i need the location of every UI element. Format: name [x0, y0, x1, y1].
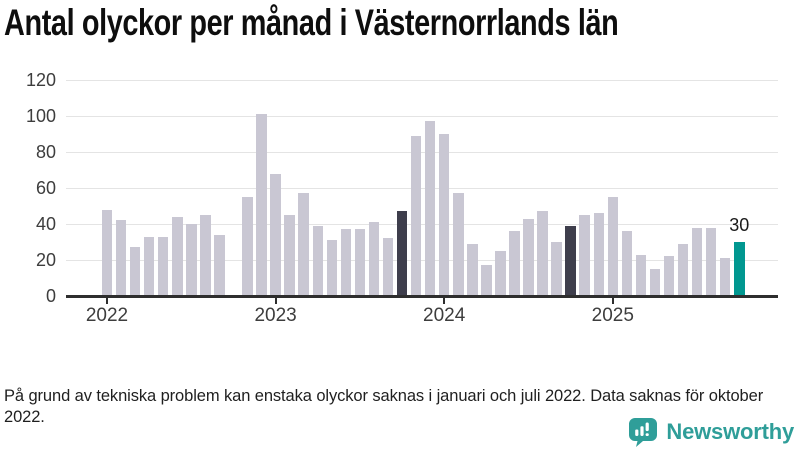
- bar: [270, 173, 281, 296]
- x-axis-tick: [443, 298, 446, 304]
- bar: [734, 242, 745, 296]
- y-axis-label: 100: [25, 106, 56, 126]
- bar: [551, 242, 562, 296]
- bar: [537, 211, 548, 296]
- bar: [298, 193, 309, 296]
- bar: [719, 258, 731, 296]
- bar: [453, 193, 464, 296]
- bar: [424, 121, 436, 296]
- footer-note: På grund av tekniska problem kan enstaka…: [4, 386, 764, 426]
- page-title: Antal olyckor per månad i Västernorrland…: [4, 2, 619, 43]
- bar: [326, 240, 338, 296]
- x-axis-label: 2023: [254, 305, 297, 326]
- value-label: 30: [729, 215, 750, 235]
- x-axis-tick: [106, 298, 108, 304]
- x-axis-tick: [611, 298, 614, 304]
- bar: [635, 254, 647, 296]
- bar-chart-bubble-icon: [629, 418, 658, 447]
- bar: [368, 222, 380, 296]
- x-axis-tick: [274, 298, 277, 304]
- bar: [101, 209, 113, 296]
- gridline: [66, 188, 778, 189]
- newsworthy-logo[interactable]: Newsworthy: [628, 417, 794, 447]
- bar: [621, 231, 633, 296]
- newsworthy-logo-text: Newsworthy: [666, 419, 794, 444]
- bar: [565, 225, 576, 296]
- bar: [495, 251, 506, 296]
- bar: [143, 236, 155, 296]
- gridline: [66, 224, 778, 225]
- bar: [593, 213, 604, 296]
- bar: [649, 269, 661, 296]
- bar: [467, 243, 478, 296]
- x-axis-label: 2025: [591, 305, 634, 326]
- bar: [691, 227, 703, 296]
- bar: [340, 229, 352, 296]
- bar: [509, 231, 520, 296]
- bar: [523, 218, 534, 296]
- x-axis-label: 2024: [423, 305, 466, 326]
- y-axis-label: 80: [35, 142, 56, 162]
- bar: [382, 238, 394, 296]
- bar: [579, 215, 590, 296]
- bar: [677, 243, 689, 296]
- bar: [186, 224, 197, 296]
- bar: [705, 227, 717, 296]
- bar: [214, 234, 225, 296]
- gridline: [66, 152, 778, 153]
- x-axis-line: [66, 295, 778, 298]
- y-axis-label: 60: [35, 178, 56, 198]
- gridline: [66, 116, 778, 117]
- gridline: [66, 80, 778, 81]
- bar: [172, 216, 183, 296]
- bar: [284, 215, 295, 296]
- y-axis-label: 0: [45, 286, 56, 306]
- bar: [242, 197, 253, 296]
- bar: [129, 247, 141, 296]
- bar: [663, 256, 675, 296]
- bar: [438, 134, 450, 296]
- bar: [481, 265, 492, 296]
- bar: [396, 211, 408, 296]
- y-axis-label: 120: [25, 70, 56, 90]
- bar: [607, 197, 619, 296]
- bar: [256, 114, 267, 296]
- y-axis-label: 20: [35, 250, 56, 270]
- bar: [115, 220, 127, 296]
- gridline: [66, 260, 778, 261]
- bar: [312, 225, 323, 296]
- y-axis-label: 40: [35, 214, 56, 234]
- bar: [157, 236, 169, 296]
- bar: [200, 215, 211, 296]
- bar: [410, 135, 422, 296]
- bar: [354, 229, 366, 296]
- x-axis-label: 2022: [85, 305, 129, 326]
